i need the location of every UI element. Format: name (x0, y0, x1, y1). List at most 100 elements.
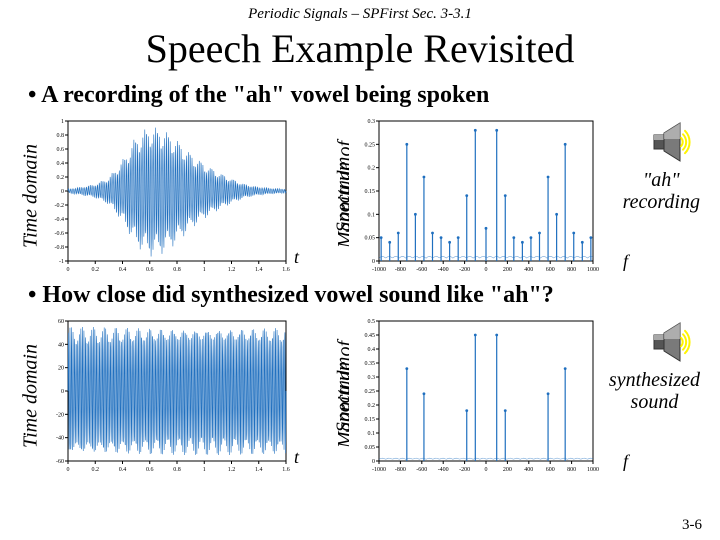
svg-text:0.15: 0.15 (365, 417, 376, 423)
slide: Periodic Signals – SPFirst Sec. 3-3.1 Sp… (0, 0, 720, 540)
caption-2: synthesized sound (609, 369, 700, 413)
svg-text:0.3: 0.3 (368, 119, 376, 125)
svg-text:0.05: 0.05 (365, 236, 376, 242)
svg-text:0.8: 0.8 (173, 267, 181, 273)
svg-text:-1000: -1000 (372, 467, 386, 473)
svg-text:0.2: 0.2 (92, 267, 100, 273)
svg-text:-0.6: -0.6 (55, 231, 65, 237)
svg-text:-40: -40 (56, 436, 64, 442)
svg-text:600: 600 (546, 267, 555, 273)
svg-text:1: 1 (61, 119, 64, 125)
svg-text:0.4: 0.4 (368, 347, 376, 353)
svg-text:0.5: 0.5 (368, 319, 376, 325)
svg-text:0.15: 0.15 (365, 189, 376, 195)
axis-f-2: f (623, 451, 628, 472)
axis-t-2: t (292, 313, 320, 478)
svg-text:400: 400 (524, 267, 533, 273)
svg-text:-600: -600 (416, 267, 427, 273)
svg-text:0.6: 0.6 (146, 267, 154, 273)
svg-text:1000: 1000 (587, 467, 599, 473)
svg-text:-400: -400 (438, 267, 449, 273)
rightcol-1: "ah" recording f (599, 113, 700, 278)
svg-text:0.2: 0.2 (368, 166, 376, 172)
svg-text:0.45: 0.45 (365, 333, 376, 339)
svg-text:0.8: 0.8 (173, 467, 181, 473)
svg-text:0.1: 0.1 (368, 212, 376, 218)
svg-text:0.25: 0.25 (365, 389, 376, 395)
svg-text:0.25: 0.25 (365, 142, 376, 148)
svg-text:-1: -1 (59, 259, 64, 265)
row-1: Time domain 0 0.2 0.4 0.6 0.8 1 1.2 1.4 1.6 -1 -0.… (20, 113, 700, 278)
svg-text:200: 200 (503, 467, 512, 473)
svg-text:-800: -800 (395, 467, 406, 473)
svg-text:0.3: 0.3 (368, 375, 376, 381)
page-title: Speech Example Revisited (20, 25, 700, 72)
svg-text:20: 20 (58, 366, 64, 372)
plot-mag-1: -1000-800-600-400-2000200400600800100000… (349, 115, 599, 275)
svg-text:0: 0 (485, 267, 488, 273)
caption-1: "ah" recording (623, 169, 700, 213)
slide-number: 3-6 (682, 517, 702, 534)
svg-text:0.4: 0.4 (119, 467, 127, 473)
ylabel-mag-2: Magnitude of Spectrum (320, 313, 346, 478)
svg-text:600: 600 (546, 467, 555, 473)
ylabel-time-2: Time domain (20, 313, 42, 478)
svg-text:-60: -60 (56, 459, 64, 465)
bullet-1: • A recording of the "ah" vowel being sp… (28, 82, 700, 109)
svg-text:0: 0 (67, 467, 70, 473)
svg-text:0.6: 0.6 (57, 147, 65, 153)
svg-text:-200: -200 (459, 267, 470, 273)
plot-time-2: 0 0.2 0.4 0.6 0.8 1 1.2 1.4 1.6 -60 -40 -20 0 20 40 60 (42, 315, 292, 475)
svg-text:40: 40 (58, 342, 64, 348)
svg-text:800: 800 (567, 467, 576, 473)
ylabel-mag-1: Magnitude of Spectrum (320, 113, 346, 278)
svg-text:0: 0 (61, 189, 64, 195)
svg-text:0.2: 0.2 (92, 467, 100, 473)
speaker-icon[interactable] (650, 119, 696, 165)
svg-text:0.05: 0.05 (365, 445, 376, 451)
svg-text:1.2: 1.2 (228, 267, 236, 273)
svg-text:1.2: 1.2 (228, 467, 236, 473)
svg-text:1: 1 (203, 467, 206, 473)
svg-text:-0.8: -0.8 (55, 245, 65, 251)
svg-text:1.6: 1.6 (282, 467, 290, 473)
svg-text:0: 0 (67, 267, 70, 273)
svg-text:0.4: 0.4 (119, 267, 127, 273)
ylabel-time-1: Time domain (20, 113, 42, 278)
svg-text:1: 1 (203, 267, 206, 273)
svg-text:800: 800 (567, 267, 576, 273)
svg-text:0.2: 0.2 (368, 403, 376, 409)
svg-text:0.1: 0.1 (368, 431, 376, 437)
svg-text:-0.2: -0.2 (55, 203, 65, 209)
svg-text:-600: -600 (416, 467, 427, 473)
svg-text:0.35: 0.35 (365, 361, 376, 367)
svg-text:1.4: 1.4 (255, 267, 263, 273)
svg-text:0.6: 0.6 (146, 467, 154, 473)
svg-text:0: 0 (372, 259, 375, 265)
svg-text:0.2: 0.2 (57, 175, 65, 181)
row-2: Time domain 0 0.2 0.4 0.6 0.8 1 1.2 1.4 1.6 -60 -4… (20, 313, 700, 478)
svg-text:-0.4: -0.4 (55, 217, 65, 223)
svg-text:0: 0 (61, 389, 64, 395)
svg-text:60: 60 (58, 319, 64, 325)
svg-text:-20: -20 (56, 412, 64, 418)
header-band: Periodic Signals – SPFirst Sec. 3-3.1 (20, 6, 700, 23)
axis-f-1: f (623, 251, 628, 272)
svg-text:1.4: 1.4 (255, 467, 263, 473)
svg-text:-800: -800 (395, 267, 406, 273)
svg-text:0: 0 (372, 459, 375, 465)
rightcol-2: synthesized sound f (599, 313, 700, 478)
svg-text:-1000: -1000 (372, 267, 386, 273)
svg-text:400: 400 (524, 467, 533, 473)
svg-text:0.8: 0.8 (57, 133, 65, 139)
plot-mag-2: -1000 -800 -600 -400 -200 0 200 400 600 800 1000 0 0… (349, 315, 599, 475)
svg-text:0.4: 0.4 (57, 161, 65, 167)
svg-text:0: 0 (485, 467, 488, 473)
svg-text:-200: -200 (459, 467, 470, 473)
plot-time-1: 0 0.2 0.4 0.6 0.8 1 1.2 1.4 1.6 -1 -0.8 -0.6 -0.4 -0.… (42, 115, 292, 275)
svg-text:1.6: 1.6 (282, 267, 290, 273)
axis-t-1: t (292, 113, 320, 278)
bullet-2: • How close did synthesized vowel sound … (28, 282, 700, 309)
speaker-icon[interactable] (650, 319, 696, 365)
svg-text:-400: -400 (438, 467, 449, 473)
